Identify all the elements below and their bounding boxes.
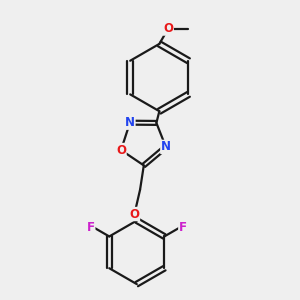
Text: O: O xyxy=(130,208,140,220)
Text: O: O xyxy=(163,22,173,35)
Text: F: F xyxy=(87,220,95,234)
Text: N: N xyxy=(161,140,171,153)
Text: N: N xyxy=(125,116,135,129)
Text: F: F xyxy=(179,220,187,234)
Text: O: O xyxy=(116,143,126,157)
